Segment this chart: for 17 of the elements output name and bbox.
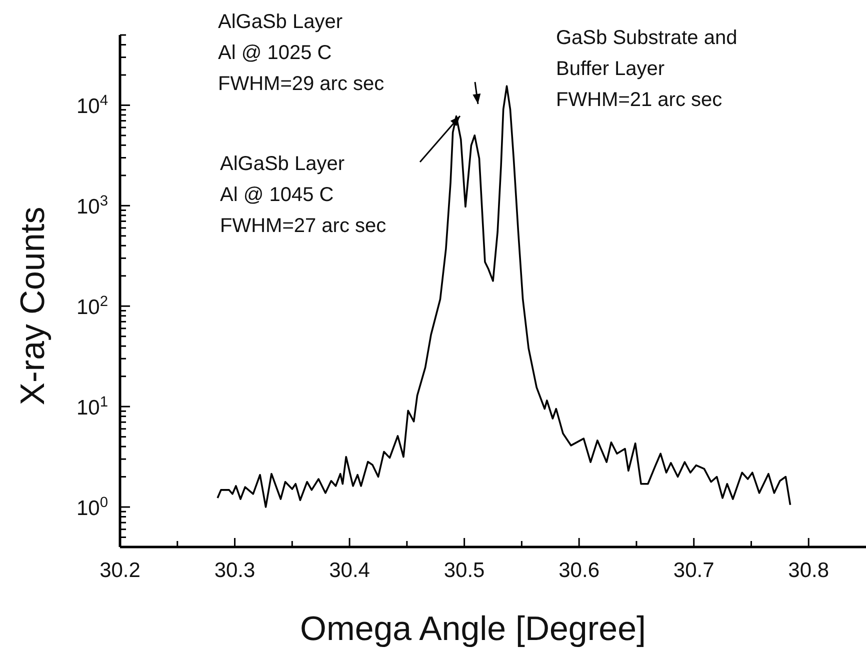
x-tick-label: 30.6 xyxy=(558,559,600,582)
x-tick-label: 30.7 xyxy=(673,559,714,582)
annotation: GaSb Substrate and Buffer Layer FWHM=21 arc sec xyxy=(556,27,738,111)
y-tick-label: 10$^{3}$ xyxy=(76,194,108,219)
annotation: AlGaSb Layer Al @ 1045 C FWHM=27 arc sec xyxy=(220,153,386,237)
y-axis-title: X-ray Counts xyxy=(14,206,52,406)
x-tick-label: 30.3 xyxy=(214,559,256,582)
x-tick-label: 30.4 xyxy=(329,559,370,582)
y-tick-label: 10$^{4}$ xyxy=(76,93,108,118)
x-axis-title: Omega Angle [Degree] xyxy=(300,610,646,648)
y-tick-label: 10$^{0}$ xyxy=(76,495,108,520)
x-tick-label: 30.8 xyxy=(788,559,830,582)
x-tick-label: 30.5 xyxy=(444,559,485,582)
y-tick-label: 10$^{1}$ xyxy=(76,394,108,420)
x-tick-label: 30.2 xyxy=(100,559,140,582)
annotation: AlGaSb Layer Al @ 1025 C FWHM=29 arc sec xyxy=(218,11,384,95)
y-tick-label: 10$^{2}$ xyxy=(76,294,108,320)
